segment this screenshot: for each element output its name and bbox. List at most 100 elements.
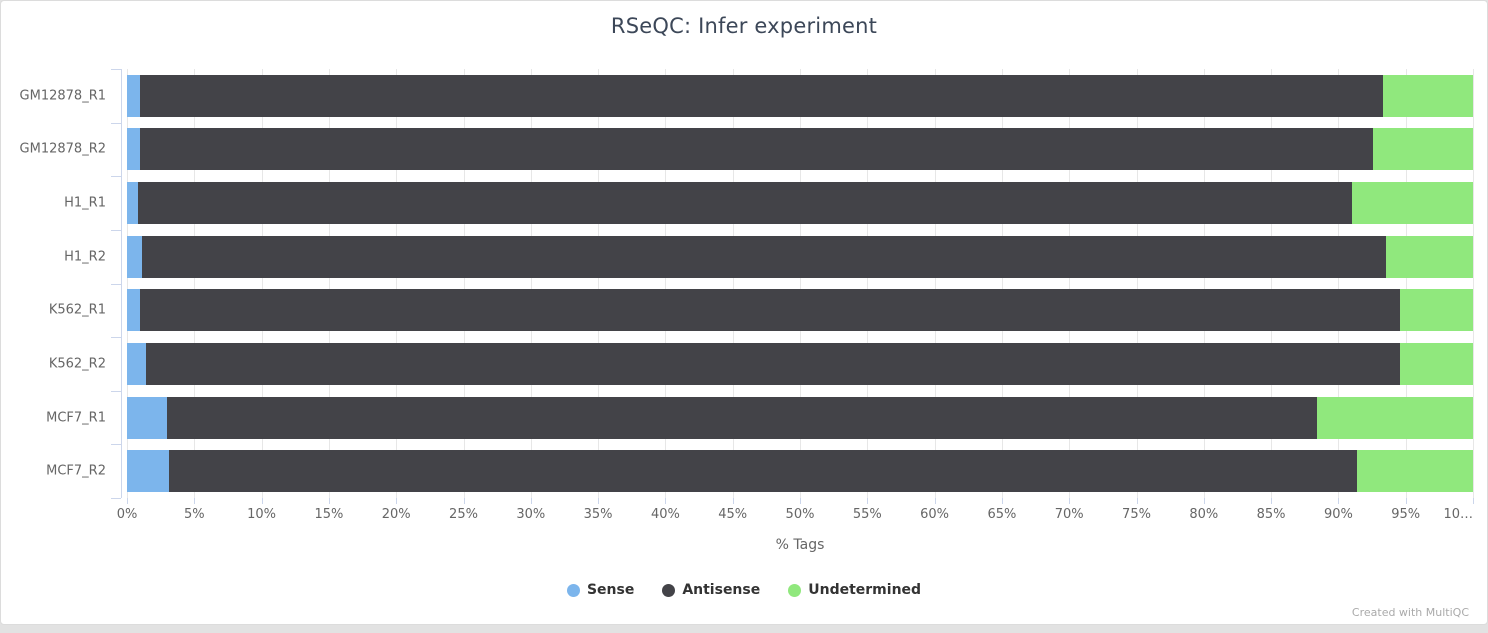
plot-area[interactable]: 0% 5% 10% 15% 20% 25% 30% 35% 40% 45% 50% 55% 60% 65%…: [111, 69, 1474, 522]
bar-segment-sense[interactable]: [127, 342, 146, 385]
gridline: [934, 69, 936, 498]
bar-row-K562_R2: [127, 342, 1473, 385]
bar-segment-undetermined[interactable]: [1357, 450, 1473, 493]
sense-legend-dot-icon: [566, 583, 580, 597]
bar-segment-undetermined[interactable]: [1373, 128, 1473, 171]
x-axis-tick: [396, 498, 398, 504]
bar-segment-antisense[interactable]: [145, 342, 1401, 385]
x-axis-label: 20%: [381, 507, 411, 522]
bar-segment-antisense[interactable]: [137, 182, 1352, 225]
bar-segment-undetermined[interactable]: [1351, 182, 1473, 225]
x-axis-tick: [1405, 498, 1407, 504]
bar-row-MCF7_R2: [127, 450, 1473, 493]
legend-item-undetermined[interactable]: Undetermined: [788, 582, 921, 598]
x-axis-tick: [328, 498, 330, 504]
bar-row-H1_R1: [127, 182, 1473, 225]
legend-label: Sense: [586, 582, 635, 598]
x-axis-label: 95%: [1391, 507, 1421, 522]
bar-row-K562_R1: [127, 289, 1473, 332]
y-axis-tick: [111, 498, 121, 499]
x-axis-label: 70%: [1054, 507, 1084, 522]
gridline: [867, 69, 869, 498]
x-axis-tick: [1338, 498, 1340, 504]
legend-item-sense[interactable]: Sense: [566, 582, 635, 598]
bar-row-GM12878_R1: [127, 74, 1473, 117]
bar-row-GM12878_R2: [127, 128, 1473, 171]
x-axis-tick: [261, 498, 263, 504]
legend: Sense Antisense Undetermined: [1, 582, 1487, 598]
gridline: [1001, 69, 1003, 498]
bar-segment-sense[interactable]: [127, 128, 141, 171]
y-axis-label-GM12878_R2: GM12878_R2: [19, 141, 106, 157]
bar-segment-sense[interactable]: [127, 235, 142, 278]
gridline: [530, 69, 532, 498]
gridline: [1271, 69, 1273, 498]
x-axis-tick: [1203, 498, 1205, 504]
legend-label: Undetermined: [808, 582, 922, 598]
x-axis-label: 30%: [516, 507, 546, 522]
x-axis-label: 40%: [650, 507, 680, 522]
chart-title: RSeQC: Infer experiment: [610, 14, 878, 38]
gridline: [1203, 69, 1205, 498]
x-axis-tick: [732, 498, 734, 504]
bar-segment-sense[interactable]: [127, 74, 141, 117]
gridline: [261, 69, 263, 498]
y-axis-tick: [111, 69, 121, 70]
y-axis-label-H1_R2: H1_R2: [64, 249, 106, 265]
gridline: [194, 69, 196, 498]
gridline: [328, 69, 330, 498]
y-axis-tick: [111, 283, 121, 285]
multiqc-credit: Created with MultiQC: [1351, 606, 1469, 619]
bar-segment-sense[interactable]: [127, 182, 138, 225]
x-axis-label: 10…: [1443, 507, 1473, 522]
gridline: [665, 69, 667, 498]
x-axis-label: 80%: [1189, 507, 1219, 522]
bar-segment-antisense[interactable]: [140, 289, 1401, 332]
x-axis-label: 60%: [920, 507, 950, 522]
x-axis-label: 0%: [116, 507, 138, 522]
bar-segment-undetermined[interactable]: [1316, 396, 1473, 439]
bar-row-H1_R2: [127, 235, 1473, 278]
x-axis-label: 75%: [1122, 507, 1151, 522]
y-axis-label-K562_R2: K562_R2: [48, 356, 106, 372]
bar-segment-undetermined[interactable]: [1400, 289, 1473, 332]
bar-segment-sense[interactable]: [127, 289, 141, 332]
x-axis-title: % Tags: [775, 537, 825, 553]
x-axis-tick: [598, 498, 600, 504]
bar-segment-antisense[interactable]: [141, 235, 1386, 278]
legend-item-antisense[interactable]: Antisense: [662, 582, 760, 598]
bar-segment-antisense[interactable]: [140, 128, 1374, 171]
legend-label: Antisense: [682, 582, 761, 598]
gridline: [396, 69, 398, 498]
bar-segment-sense[interactable]: [127, 396, 168, 439]
gridline: [1473, 69, 1474, 498]
gridline: [1338, 69, 1340, 498]
bar-segment-undetermined[interactable]: [1385, 235, 1473, 278]
y-axis-tick: [111, 444, 121, 446]
y-axis-tick: [111, 390, 121, 392]
bar-segment-antisense[interactable]: [168, 450, 1358, 493]
y-axis-label-H1_R1: H1_R1: [64, 195, 106, 211]
bar-segment-antisense[interactable]: [167, 396, 1317, 439]
x-axis-tick: [665, 498, 667, 504]
gridline: [1136, 69, 1138, 498]
gridline: [463, 69, 465, 498]
y-axis-label-MCF7_R2: MCF7_R2: [46, 463, 106, 479]
x-axis-tick: [530, 498, 532, 504]
x-axis-tick: [1136, 498, 1138, 504]
bar-segment-antisense[interactable]: [140, 74, 1383, 117]
x-axis-tick: [1001, 498, 1003, 504]
bar-segment-sense[interactable]: [127, 450, 169, 493]
x-axis-tick: [1271, 498, 1273, 504]
gridline: [598, 69, 600, 498]
x-axis-label: 85%: [1256, 507, 1286, 522]
x-axis-tick: [127, 498, 128, 504]
undetermined-legend-dot-icon: [788, 583, 802, 597]
x-axis-label: 50%: [785, 507, 815, 522]
y-axis-tick: [111, 122, 121, 124]
x-axis-tick: [1473, 498, 1474, 504]
bar-segment-undetermined[interactable]: [1382, 74, 1473, 117]
bar-segment-undetermined[interactable]: [1400, 342, 1473, 385]
x-axis-tick: [867, 498, 869, 504]
x-axis-label: 65%: [987, 507, 1017, 522]
